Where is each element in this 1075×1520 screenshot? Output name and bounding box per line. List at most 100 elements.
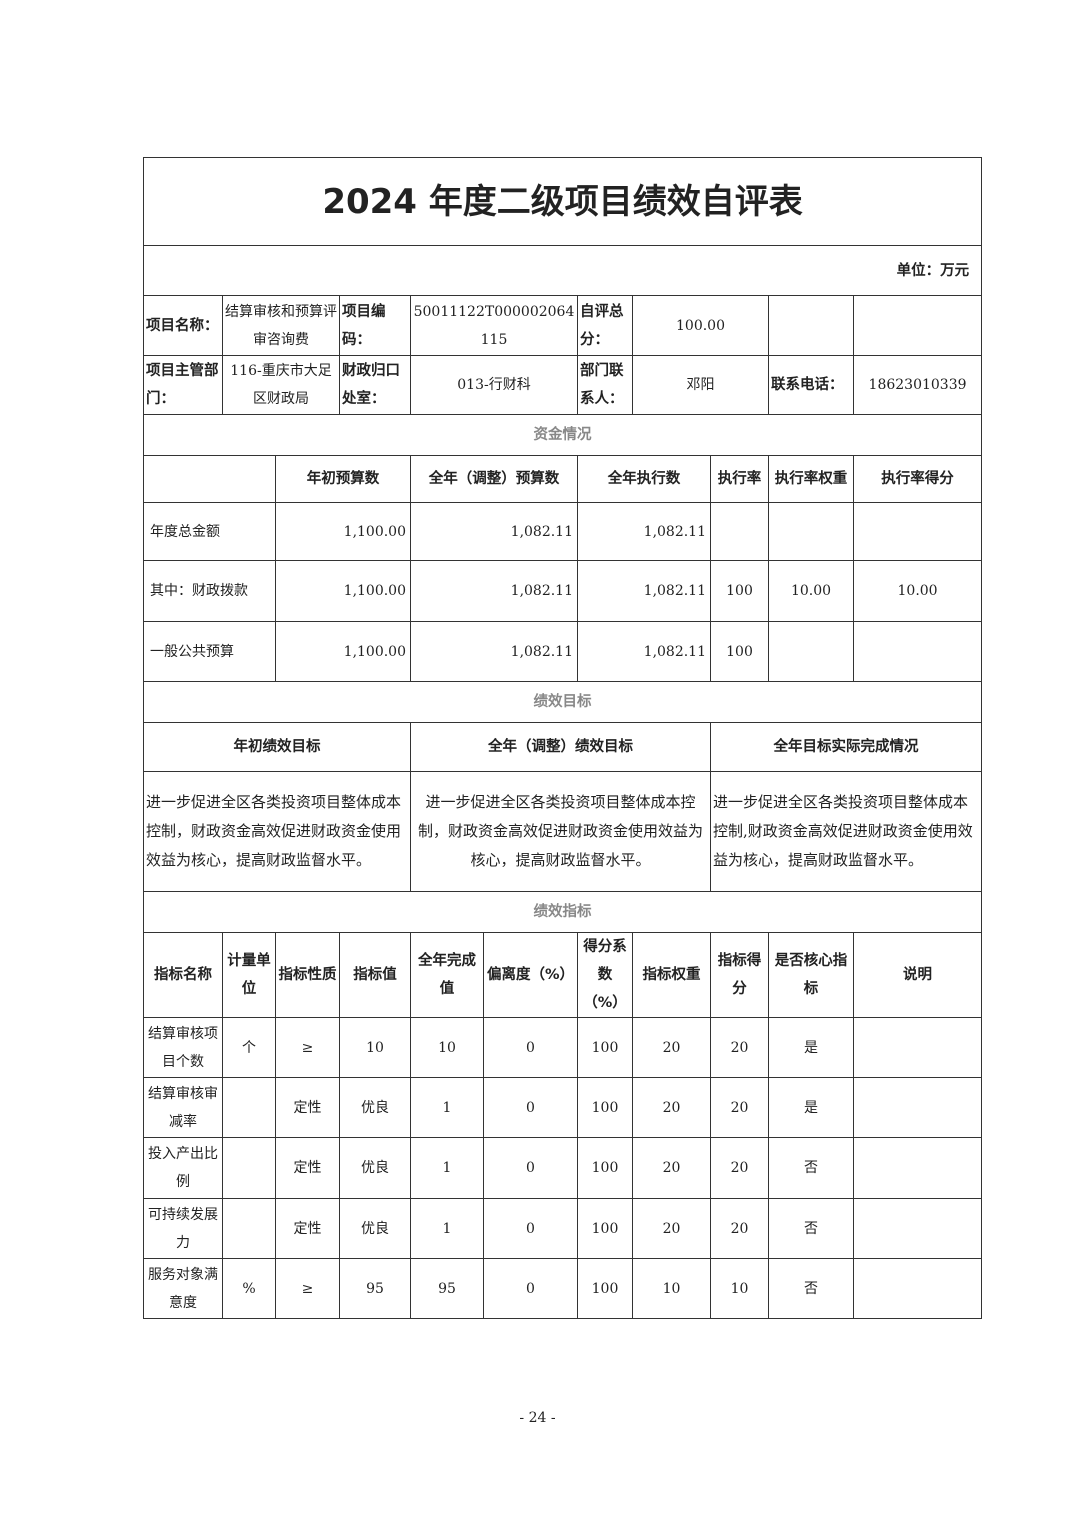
indicator-cell: 0 — [483, 1198, 578, 1259]
indicator-cell: 可持续发展力 — [143, 1198, 223, 1259]
indicators-section-title: 绩效指标 — [142, 891, 983, 933]
initial-budget: 1,100.00 — [275, 560, 411, 622]
indicator-cell: 100 — [577, 1017, 633, 1078]
indicators-header: 说明 — [852, 932, 983, 1018]
indicator-cell: 1 — [410, 1077, 484, 1138]
unit-label: 单位：万元 — [142, 245, 983, 296]
indicator-cell: 是 — [768, 1017, 854, 1078]
indicator-cell: % — [222, 1258, 276, 1319]
indicator-cell: 优良 — [339, 1198, 411, 1259]
adjusted-budget: 1,082.11 — [410, 502, 578, 561]
funds-row: 一般公共预算 1,100.00 1,082.11 1,082.11 100 — [143, 621, 983, 682]
indicator-cell: 定性 — [275, 1198, 340, 1259]
executed-amount: 1,082.11 — [577, 621, 711, 682]
self-score: 100.00 — [632, 295, 769, 356]
indicator-cell: 100 — [577, 1258, 633, 1319]
empty-cell — [143, 455, 276, 503]
indicator-cell — [852, 1258, 983, 1319]
funds-header: 执行率得分 — [852, 455, 983, 503]
indicator-cell: 20 — [632, 1017, 711, 1078]
indicator-cell: 服务对象满意度 — [143, 1258, 223, 1319]
indicator-cell: 10 — [410, 1017, 484, 1078]
contact-label: 部门联系人： — [577, 355, 633, 415]
indicator-cell: 10 — [632, 1258, 711, 1319]
execution-rate-score — [852, 621, 983, 682]
execution-rate — [710, 502, 769, 561]
indicators-header: 偏离度（%） — [483, 932, 578, 1018]
indicators-header: 全年完成值 — [410, 932, 484, 1018]
self-score-label: 自评总分： — [577, 295, 633, 356]
indicator-cell: 20 — [710, 1137, 769, 1199]
dept-label: 项目主管部门： — [143, 355, 223, 415]
goals-header: 全年目标实际完成情况 — [709, 722, 983, 772]
execution-rate-weight — [768, 502, 854, 561]
indicator-cell: 个 — [222, 1017, 276, 1078]
indicator-cell: 优良 — [339, 1137, 411, 1199]
indicator-cell: 20 — [632, 1077, 711, 1138]
execution-rate: 100 — [710, 560, 769, 622]
indicator-cell — [852, 1077, 983, 1138]
office-label: 财政归口处室： — [339, 355, 411, 415]
indicator-cell: 0 — [483, 1137, 578, 1199]
adjusted-budget: 1,082.11 — [410, 560, 578, 622]
indicator-cell: 投入产出比例 — [143, 1137, 223, 1199]
indicator-row: 结算审核项目个数个 ≥10 10 0 100 20 20 是 — [143, 1017, 983, 1078]
empty-cell — [852, 295, 983, 356]
actual-completion: 进一步促进全区各类投资项目整体成本控制,财政资金高效促进财政资金使用效益为核心，… — [709, 771, 983, 892]
indicator-cell: 0 — [483, 1077, 578, 1138]
funds-section-title: 资金情况 — [142, 414, 983, 456]
empty-cell — [768, 295, 854, 356]
indicator-cell — [852, 1017, 983, 1078]
adjusted-goal: 进一步促进全区各类投资项目整体成本控制，财政资金高效促进财政资金使用效益为核心，… — [410, 771, 711, 892]
goals-header: 全年（调整）绩效目标 — [410, 722, 711, 772]
contact: 邓阳 — [632, 355, 769, 415]
indicator-row: 可持续发展力 定性 优良 1 0 100 20 20 否 — [143, 1198, 983, 1259]
funds-header: 全年执行数 — [577, 455, 711, 503]
page-number: - 24 - — [519, 1410, 556, 1426]
indicator-cell: 定性 — [275, 1077, 340, 1138]
indicator-cell: 100 — [577, 1077, 633, 1138]
execution-rate-score — [852, 502, 983, 561]
indicator-cell — [222, 1077, 276, 1138]
funds-header: 年初预算数 — [275, 455, 411, 503]
indicator-row: 服务对象满意度% ≥95 95 0 100 10 10 否 — [143, 1258, 983, 1319]
indicators-header: 是否核心指标 — [768, 932, 854, 1018]
indicator-cell: 10 — [710, 1258, 769, 1319]
funds-header: 执行率权重 — [768, 455, 854, 503]
executed-amount: 1,082.11 — [577, 560, 711, 622]
indicator-cell: 100 — [577, 1198, 633, 1259]
initial-budget: 1,100.00 — [275, 502, 411, 561]
indicator-cell: 95 — [410, 1258, 484, 1319]
indicator-cell: 是 — [768, 1077, 854, 1138]
funds-row-name: 一般公共预算 — [143, 621, 276, 682]
phone: 18623010339 — [852, 355, 983, 415]
indicator-cell: 20 — [632, 1198, 711, 1259]
indicator-cell: 10 — [339, 1017, 411, 1078]
funds-row-name: 其中：财政拨款 — [143, 560, 276, 622]
project-name: 结算审核和预算评审咨询费 — [222, 295, 340, 356]
indicator-cell: 95 — [339, 1258, 411, 1319]
initial-budget: 1,100.00 — [275, 621, 411, 682]
adjusted-budget: 1,082.11 — [410, 621, 578, 682]
execution-rate-weight: 10.00 — [768, 560, 854, 622]
project-code: 50011122T000002064115 — [410, 295, 578, 356]
indicator-cell — [852, 1198, 983, 1259]
indicators-header: 指标性质 — [275, 932, 340, 1018]
indicators-header: 指标值 — [339, 932, 411, 1018]
project-code-label: 项目编码： — [339, 295, 411, 356]
phone-label: 联系电话： — [768, 355, 854, 415]
indicator-cell — [222, 1198, 276, 1259]
goals-header: 年初绩效目标 — [143, 722, 411, 772]
indicator-cell — [222, 1137, 276, 1199]
office: 013-行财科 — [410, 355, 578, 415]
initial-goal: 进一步促进全区各类投资项目整体成本控制，财政资金高效促进财政资金使用效益为核心，… — [143, 771, 411, 892]
indicator-cell: 20 — [710, 1017, 769, 1078]
indicator-cell: 100 — [577, 1137, 633, 1199]
funds-header: 全年（调整）预算数 — [410, 455, 578, 503]
indicators-header: 指标权重 — [632, 932, 711, 1018]
indicator-row: 投入产出比例 定性 优良 1 0 100 20 20 否 — [143, 1137, 983, 1199]
executed-amount: 1,082.11 — [577, 502, 711, 561]
execution-rate-score: 10.00 — [852, 560, 983, 622]
performance-evaluation-table: 2024 年度二级项目绩效自评表 单位：万元 项目名称： 结算审核和预算评审咨询… — [142, 157, 983, 1319]
indicator-cell: 20 — [710, 1077, 769, 1138]
